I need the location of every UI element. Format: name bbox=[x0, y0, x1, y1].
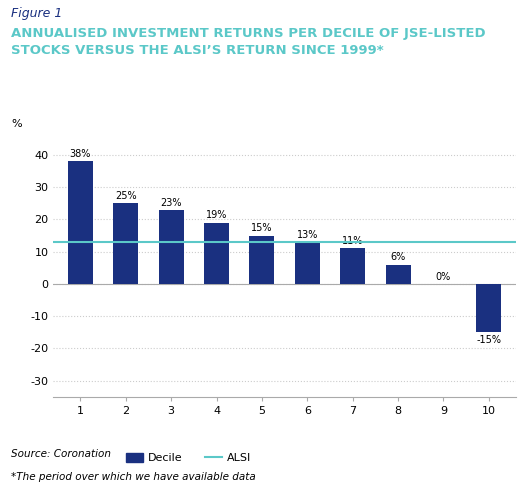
Bar bbox=[250, 236, 275, 284]
Text: 13%: 13% bbox=[297, 230, 318, 240]
Text: *The period over which we have available data: *The period over which we have available… bbox=[11, 472, 255, 482]
Bar bbox=[340, 248, 365, 284]
Text: 15%: 15% bbox=[251, 223, 273, 233]
Bar bbox=[68, 162, 93, 284]
Text: 0%: 0% bbox=[436, 272, 451, 282]
Text: Source: Coronation: Source: Coronation bbox=[11, 449, 111, 459]
Text: 25%: 25% bbox=[115, 191, 137, 201]
Text: 19%: 19% bbox=[206, 210, 227, 220]
Text: -15%: -15% bbox=[476, 335, 501, 345]
Text: ANNUALISED INVESTMENT RETURNS PER DECILE OF JSE-LISTED
STOCKS VERSUS THE ALSI’S : ANNUALISED INVESTMENT RETURNS PER DECILE… bbox=[11, 27, 485, 57]
Bar bbox=[295, 242, 320, 284]
Bar bbox=[159, 210, 184, 284]
Bar bbox=[476, 284, 501, 332]
Text: Figure 1: Figure 1 bbox=[11, 7, 62, 20]
Legend: Decile, ALSI: Decile, ALSI bbox=[121, 449, 256, 468]
Text: 11%: 11% bbox=[342, 236, 363, 246]
Bar bbox=[204, 223, 229, 284]
Bar bbox=[113, 203, 138, 284]
Bar bbox=[386, 265, 411, 284]
Text: 38%: 38% bbox=[70, 149, 91, 159]
Text: %: % bbox=[12, 119, 22, 128]
Text: 23%: 23% bbox=[161, 197, 182, 207]
Text: 6%: 6% bbox=[390, 252, 406, 262]
